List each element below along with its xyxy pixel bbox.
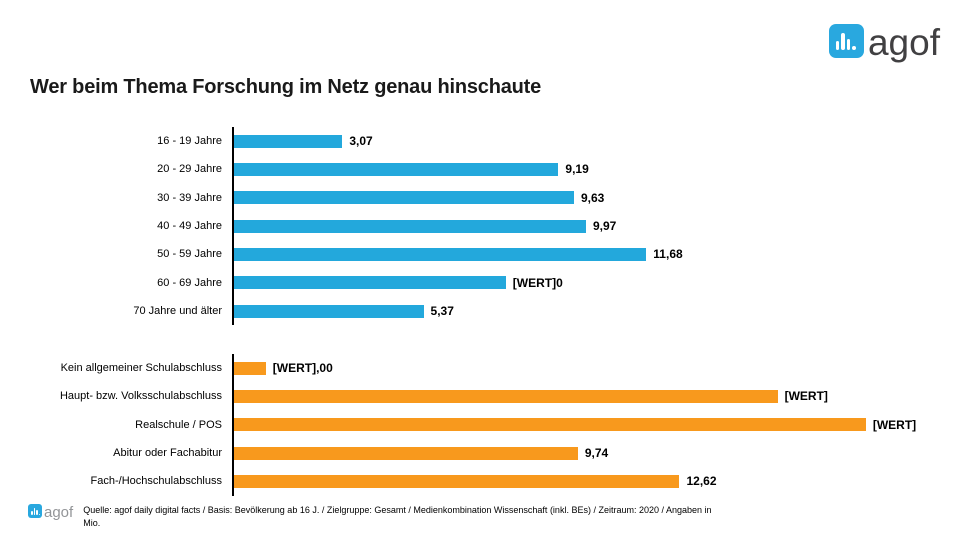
category-label: 20 - 29 Jahre xyxy=(157,163,222,176)
agof-logo-text: agof xyxy=(867,22,940,64)
bar xyxy=(234,474,680,488)
bar-track: 12,62 xyxy=(232,467,940,496)
agof-logo-badge xyxy=(828,24,864,58)
bar xyxy=(234,219,586,233)
value-label: 12,62 xyxy=(686,474,717,489)
bar-track: 5,37 xyxy=(232,296,940,326)
footer-agof-badge xyxy=(28,504,42,518)
bar-track: 9,19 xyxy=(232,155,940,184)
agof-logo: agof xyxy=(828,22,940,64)
value-label: [WERT]0 xyxy=(512,275,563,290)
bar-track: 11,68 xyxy=(232,240,940,269)
value-label: [WERT] xyxy=(784,389,828,404)
bar xyxy=(234,304,424,318)
category-label: Kein allgemeiner Schulabschluss xyxy=(60,362,222,375)
chart-row: 50 - 59 Jahre 11,68 xyxy=(30,240,940,269)
chart-row: Abitur oder Fachabitur 9,74 xyxy=(30,438,940,468)
category-label: 70 Jahre und älter xyxy=(133,305,222,318)
bar-chart-icon xyxy=(31,508,40,515)
chart-row: 60 - 69 Jahre [WERT]0 xyxy=(30,268,940,297)
page-title: Wer beim Thema Forschung im Netz genau h… xyxy=(30,76,542,98)
footer-agof-text: agof xyxy=(44,503,74,521)
chart-row: Haupt- bzw. Volksschulabschluss [WERT] xyxy=(30,382,940,411)
bar xyxy=(234,446,578,460)
value-label: [WERT],00 xyxy=(272,361,333,376)
category-label: 30 - 39 Jahre xyxy=(157,191,222,204)
value-label: 9,63 xyxy=(580,190,605,205)
chart-row: 40 - 49 Jahre 9,97 xyxy=(30,211,940,241)
chart-group-age: 16 - 19 Jahre 3,07 20 - 29 Jahre 9,19 30 - 3… xyxy=(30,127,940,326)
source-note: Quelle: agof daily digital facts / Basis… xyxy=(83,504,711,529)
footer-agof-logo: agof xyxy=(28,503,74,521)
chart-row: 30 - 39 Jahre 9,63 xyxy=(30,183,940,212)
bar xyxy=(234,162,559,176)
category-label: Realschule / POS xyxy=(135,418,222,431)
footer: agof Quelle: agof daily digital facts / … xyxy=(28,504,712,529)
category-label: Haupt- bzw. Volksschulabschluss xyxy=(59,390,222,403)
value-label: 9,19 xyxy=(565,162,589,177)
source-line-2: Mio. xyxy=(83,517,101,528)
bar-track: 9,74 xyxy=(232,438,940,468)
bar-track: [WERT]0 xyxy=(232,268,940,297)
value-label: 11,68 xyxy=(653,247,683,262)
value-label: 5,37 xyxy=(430,304,454,319)
bar-track: [WERT],00 xyxy=(232,354,940,383)
value-label: 3,07 xyxy=(349,134,373,149)
bar-track: [WERT] xyxy=(232,410,940,439)
bar xyxy=(234,191,574,205)
bar-track: 3,07 xyxy=(232,127,940,156)
bar xyxy=(234,389,778,403)
value-label: [WERT] xyxy=(872,417,917,432)
bar-track: 9,97 xyxy=(232,211,940,241)
chart-row: 70 Jahre und älter 5,37 xyxy=(30,296,940,326)
source-line-1: Quelle: agof daily digital facts / Basis… xyxy=(83,505,712,515)
category-label: 40 - 49 Jahre xyxy=(157,220,222,233)
bar xyxy=(234,418,866,432)
category-label: 60 - 69 Jahre xyxy=(157,276,222,289)
bar-chart-icon xyxy=(835,33,857,50)
chart-row: 20 - 29 Jahre 9,19 xyxy=(30,155,940,184)
chart-group-edu: Kein allgemeiner Schulabschluss [WERT],00… xyxy=(30,354,940,496)
bar xyxy=(234,247,647,261)
bar xyxy=(234,361,266,375)
chart-row: Realschule / POS [WERT] xyxy=(30,410,940,439)
value-label: 9,97 xyxy=(592,219,617,234)
bar xyxy=(234,134,343,148)
bar-track: 9,63 xyxy=(232,183,940,212)
category-label: Fach-/Hochschulabschluss xyxy=(90,475,222,488)
category-label: 50 - 59 Jahre xyxy=(157,248,222,261)
chart-row: Fach-/Hochschulabschluss 12,62 xyxy=(30,467,940,496)
value-label: 9,74 xyxy=(584,446,609,461)
chart-row: 16 - 19 Jahre 3,07 xyxy=(30,127,940,156)
chart-row: Kein allgemeiner Schulabschluss [WERT],00 xyxy=(30,354,940,383)
category-label: Abitur oder Fachabitur xyxy=(113,447,222,460)
category-label: 16 - 19 Jahre xyxy=(157,135,222,148)
bar-track: [WERT] xyxy=(232,382,940,411)
bar xyxy=(234,276,506,290)
